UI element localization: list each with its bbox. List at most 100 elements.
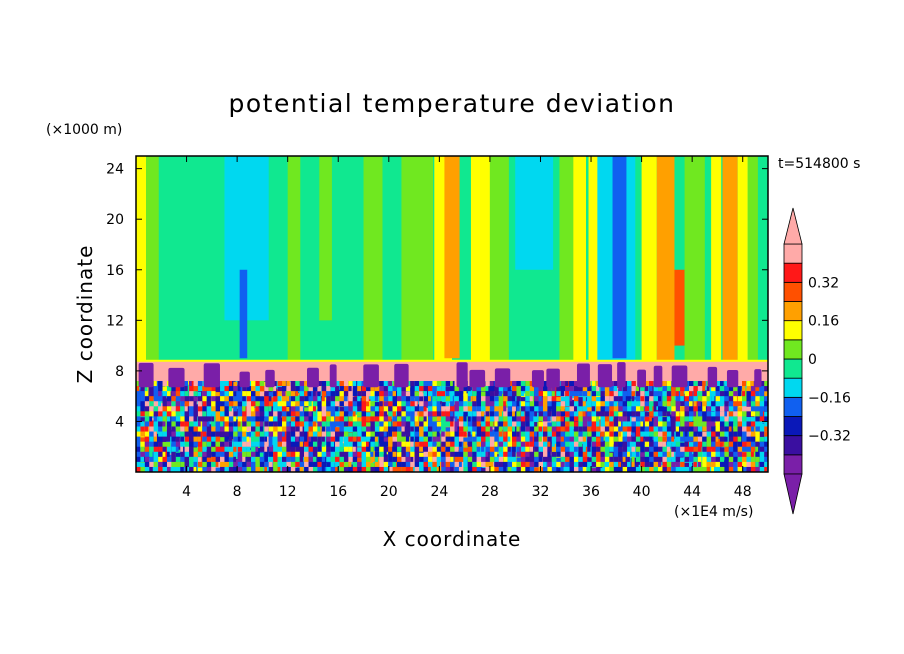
turbulent-cell [658,465,667,472]
turbulent-cell [498,411,502,417]
turbulent-cell [481,421,489,432]
turbulent-cell [242,438,250,447]
turbulent-cell [242,401,246,412]
y-tick-label: 24 [106,162,124,178]
turbulent-cell [675,451,681,457]
turbulent-cell [472,430,476,437]
turbulent-cell [140,462,146,472]
turbulent-cell [144,412,153,422]
inversion-bump [597,364,613,388]
turbulent-cell [436,421,440,432]
turbulent-cell [520,432,528,442]
colorbar-segment [783,320,803,341]
turbulent-cell [520,378,526,387]
turbulent-cell [352,396,358,402]
turbulent-cell [697,402,707,412]
turbulent-cell [202,432,210,442]
y-tick-label: 8 [115,364,124,380]
turbulent-cell [423,396,431,407]
turbulent-cell [582,445,586,452]
turbulent-cell [631,385,637,392]
turbulent-cell [166,454,174,462]
turbulent-cell [458,409,467,417]
turbulent-cell [215,392,220,397]
plume-band [470,156,490,365]
turbulent-cell [162,441,169,447]
turbulent-cell [622,410,627,417]
turbulent-cell [750,448,760,462]
turbulent-cell [273,417,282,427]
turbulent-cell [450,419,454,427]
turbulent-cell [472,434,480,442]
colorbar-label: 0.16 [808,314,839,330]
colorbar-label: 0.32 [808,275,839,291]
turbulent-cell [228,431,233,442]
turbulent-cell [719,460,727,467]
turbulent-cell [277,387,282,397]
turbulent-cell [339,455,345,462]
turbulent-cell [189,430,193,437]
turbulent-cell [215,467,222,472]
inversion-bump [239,371,250,388]
turbulent-cell [246,461,256,467]
plot-frame [135,155,769,473]
turbulent-cell [556,410,562,417]
turbulent-cell [175,384,185,392]
turbulent-cell [171,428,180,437]
turbulent-cell [317,436,323,447]
turbulent-cell [166,392,176,402]
inversion-bump [707,366,718,388]
turbulent-cell [702,461,708,467]
turbulent-cell [326,401,333,407]
turbulent-cell [357,447,366,452]
turbulent-cell [737,457,746,467]
turbulent-cell [719,422,726,432]
turbulent-cell [348,414,355,422]
turbulent-cell [348,461,352,467]
turbulent-cell [295,404,305,412]
turbulent-cell [600,457,605,467]
turbulent-cell [569,464,575,472]
turbulent-cell [281,385,290,402]
turbulent-cell [286,400,295,417]
turbulent-cell [153,414,158,422]
turbulent-cell [693,395,702,412]
turbulent-cell [534,412,541,422]
turbulent-cell [759,402,768,412]
turbulent-cell [512,453,521,467]
turbulent-cell [228,465,236,472]
turbulent-cell [180,453,189,462]
turbulent-cell [308,385,315,402]
turbulent-cell [175,467,180,472]
turbulent-cell [644,447,652,452]
turbulent-cell [702,431,709,437]
turbulent-cell [742,458,749,467]
turbulent-cell [330,436,339,442]
turbulent-cell [401,386,408,397]
turbulent-cell [463,411,469,417]
turbulent-cell [419,436,428,442]
turbulent-cell [560,396,568,402]
turbulent-cell [197,406,203,412]
turbulent-cell [476,460,485,467]
turbulent-cell [631,457,640,472]
turbulent-cell [175,432,180,442]
x-axis-title: X coordinate [383,527,522,551]
turbulent-cell [728,402,734,412]
turbulent-cell [693,399,697,407]
turbulent-cell [366,431,370,442]
turbulent-cell [538,422,548,427]
turbulent-cell [458,452,463,462]
turbulent-cell [640,396,645,402]
turbulent-cell [631,442,639,447]
turbulent-cell [220,420,224,427]
turbulent-cell [604,410,609,417]
turbulent-cell [675,421,683,427]
turbulent-cell [343,426,352,432]
turbulent-cell [357,431,361,442]
turbulent-cell [565,431,572,442]
turbulent-cell [644,401,652,407]
turbulent-cell [149,457,157,467]
turbulent-cell [136,448,144,457]
